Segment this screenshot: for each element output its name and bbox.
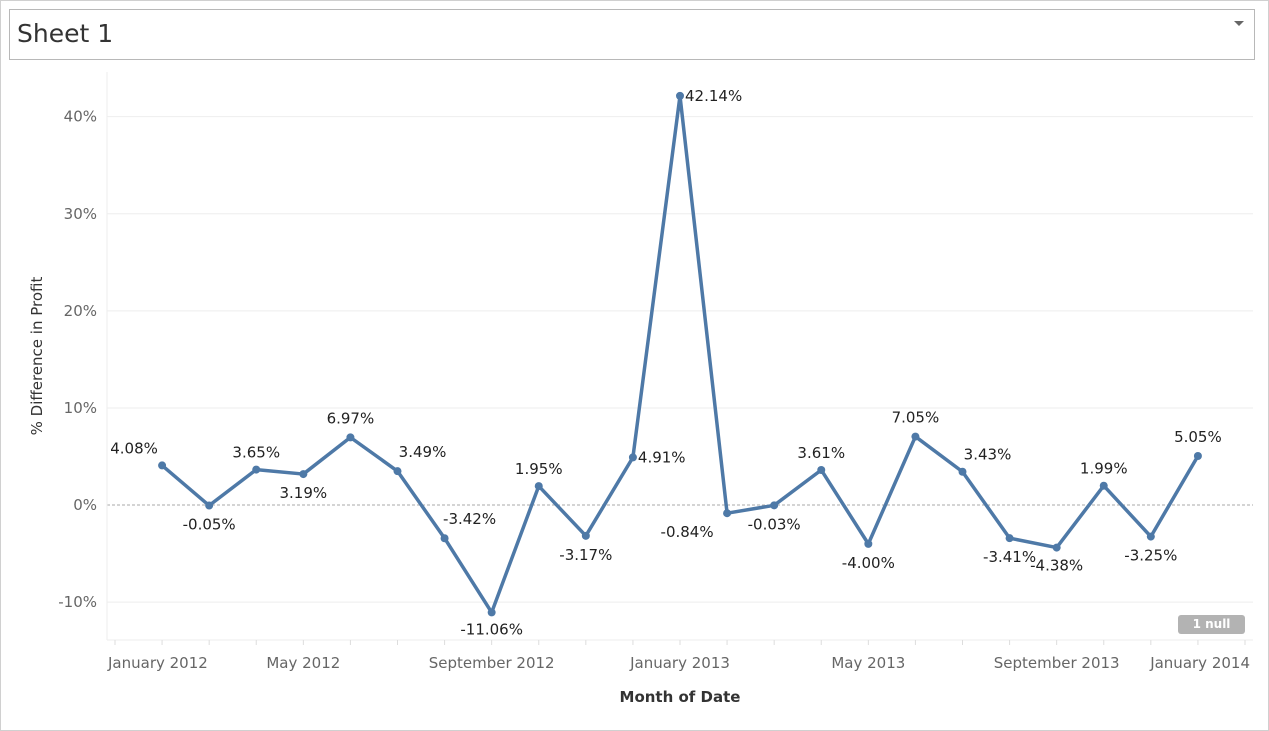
y-axis-title: % Difference in Profit [28, 277, 46, 436]
data-point [252, 465, 261, 474]
data-point [911, 432, 920, 441]
data-point [1099, 481, 1108, 490]
sheet-title-box: Sheet 1 [9, 9, 1255, 60]
data-label: -3.41% [983, 548, 1036, 566]
y-tick-label: -10% [58, 593, 97, 611]
x-tick-label: May 2013 [831, 654, 905, 672]
data-label: -3.17% [559, 546, 612, 564]
data-label: -4.00% [842, 554, 895, 572]
data-label: 3.19% [280, 484, 328, 502]
x-axis-title: Month of Date [620, 688, 741, 706]
data-point [770, 501, 779, 510]
null-indicator-badge[interactable]: 1 null [1178, 615, 1245, 634]
data-point [534, 482, 543, 491]
data-label: 42.14% [685, 87, 742, 105]
y-tick-label: 0% [73, 496, 97, 514]
data-point [864, 539, 873, 548]
data-label: 3.43% [964, 446, 1012, 464]
caret-down-icon[interactable] [1234, 21, 1244, 26]
data-label: -4.38% [1030, 557, 1083, 575]
data-point [676, 91, 684, 100]
x-tick-label: May 2012 [266, 654, 340, 672]
data-point [1052, 543, 1061, 552]
x-tick-label: September 2013 [994, 654, 1120, 672]
x-tick-label: January 2013 [629, 654, 730, 672]
data-label: -3.42% [443, 510, 496, 528]
y-tick-label: 40% [64, 108, 97, 126]
data-label: -0.03% [748, 515, 801, 533]
data-point [723, 509, 732, 518]
data-label: -11.06% [460, 620, 523, 638]
data-point [1005, 534, 1014, 543]
data-point [158, 461, 167, 470]
data-point [817, 465, 826, 474]
x-tick-label: January 2012 [107, 654, 208, 672]
data-label: 3.65% [232, 444, 280, 462]
data-point [205, 501, 214, 510]
data-label: 4.91% [638, 448, 686, 466]
data-label: 7.05% [892, 409, 940, 427]
data-label: 1.95% [515, 460, 563, 478]
data-label: 4.08% [110, 439, 158, 457]
data-point [346, 433, 355, 442]
data-label: -0.84% [661, 523, 714, 541]
x-tick-label: September 2012 [429, 654, 555, 672]
data-point [440, 534, 449, 543]
data-point [487, 608, 496, 617]
data-point [1146, 532, 1155, 541]
data-point [958, 467, 967, 476]
data-point [628, 453, 637, 462]
data-label: 6.97% [327, 409, 375, 427]
data-point [299, 470, 308, 479]
sheet-title: Sheet 1 [17, 19, 114, 48]
data-point [393, 467, 402, 476]
data-label: 1.99% [1080, 460, 1128, 478]
data-label: -3.25% [1124, 547, 1177, 565]
y-tick-label: 10% [64, 399, 97, 417]
y-tick-label: 20% [64, 302, 97, 320]
data-label: 3.61% [797, 444, 845, 462]
x-tick-label: January 2014 [1149, 654, 1250, 672]
data-label: 5.05% [1174, 428, 1222, 446]
y-tick-label: 30% [64, 205, 97, 223]
data-label: 3.49% [399, 443, 447, 461]
data-point [581, 531, 590, 540]
data-label: -0.05% [183, 516, 236, 534]
data-point [1193, 452, 1202, 461]
